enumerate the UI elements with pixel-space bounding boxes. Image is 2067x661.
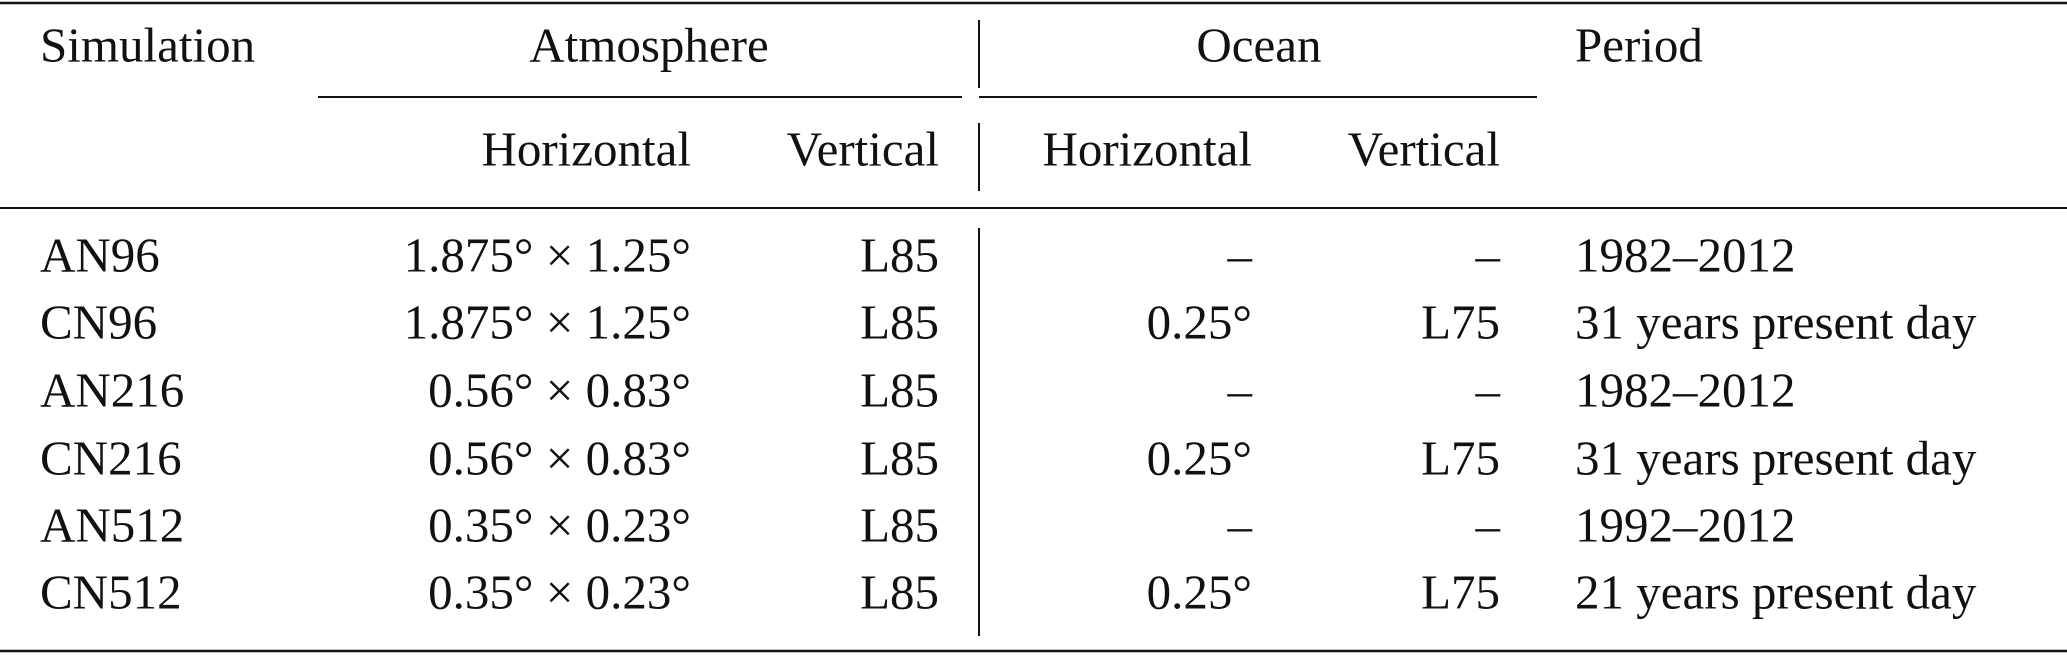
table-cell: L75	[1421, 564, 1500, 619]
table-cell: 31 years present day	[1575, 430, 1977, 485]
table-cell: AN96	[40, 227, 160, 282]
table-cell: L75	[1421, 294, 1500, 349]
table-cell: CN512	[40, 564, 182, 619]
table-cell: 0.56° × 0.83°	[428, 430, 691, 485]
table-cell: L85	[860, 294, 939, 349]
table-cell: –	[1227, 227, 1253, 282]
header-cell: Simulation	[40, 17, 255, 72]
table-cell: 1982–2012	[1575, 362, 1796, 417]
table-cell: L85	[860, 497, 939, 552]
header-cell: Atmosphere	[529, 17, 769, 72]
table-cell: 1.875° × 1.25°	[404, 227, 691, 282]
table-cell: 0.35° × 0.23°	[428, 564, 691, 619]
table-cell: –	[1227, 497, 1253, 552]
table-cell: 0.25°	[1147, 564, 1252, 619]
table-cell: CN216	[40, 430, 182, 485]
table-cell: 1982–2012	[1575, 227, 1796, 282]
table-cell: L85	[860, 564, 939, 619]
table-cell: L85	[860, 227, 939, 282]
table-cell: CN96	[40, 294, 157, 349]
table-cell: L85	[860, 430, 939, 485]
table-cell: –	[1227, 362, 1253, 417]
table-cell: L75	[1421, 430, 1500, 485]
table-cell: 31 years present day	[1575, 294, 1977, 349]
table-cell: 0.25°	[1147, 294, 1252, 349]
header-cell: Vertical	[1348, 121, 1500, 176]
header-cell: Ocean	[1196, 17, 1321, 72]
header-cell: Horizontal	[1042, 121, 1252, 176]
table-cell: 1992–2012	[1575, 497, 1796, 552]
table-cell: 1.875° × 1.25°	[404, 294, 691, 349]
table-cell: 0.35° × 0.23°	[428, 497, 691, 552]
header-cell: Period	[1575, 17, 1703, 72]
table-cell: 0.25°	[1147, 430, 1252, 485]
table-cell: –	[1475, 497, 1501, 552]
table-cell: –	[1475, 227, 1501, 282]
table-cell: 0.56° × 0.83°	[428, 362, 691, 417]
table-cell: AN216	[40, 362, 184, 417]
table-cell: L85	[860, 362, 939, 417]
header-cell: Horizontal	[481, 121, 691, 176]
table-cell: –	[1475, 362, 1501, 417]
table-cell: AN512	[40, 497, 184, 552]
table-cell: 21 years present day	[1575, 564, 1977, 619]
header-cell: Vertical	[787, 121, 939, 176]
